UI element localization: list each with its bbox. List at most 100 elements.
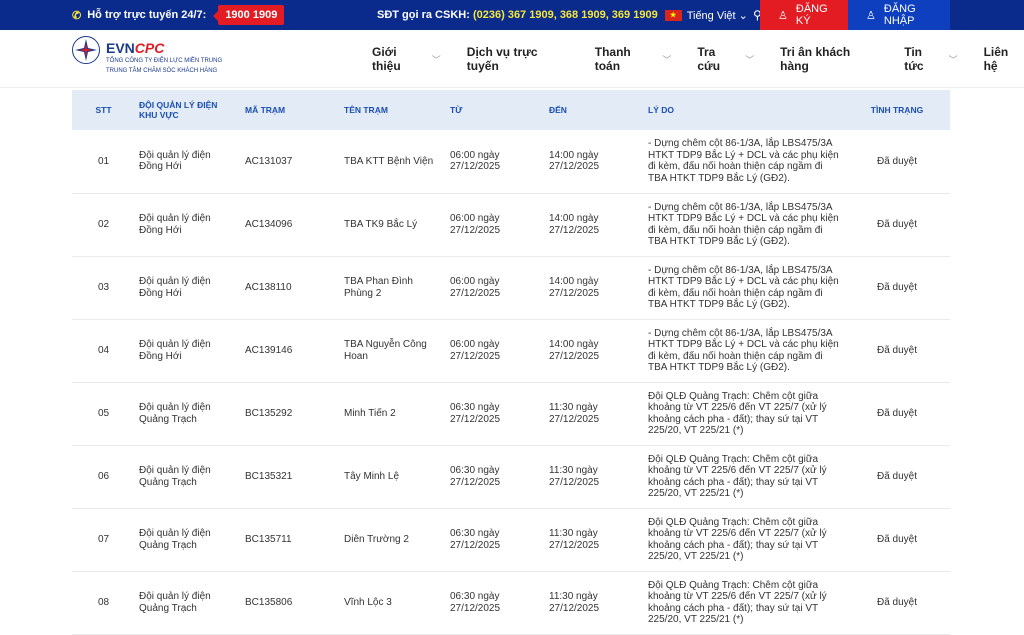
- cell-khu-vuc: Đội quản lý điện Đồng Hới: [135, 319, 241, 383]
- cell-tinh-trang: Đã duyệt: [844, 256, 950, 320]
- column-header: MÃ TRẠM: [245, 105, 286, 115]
- cell-tu: 06:30 ngày 27/12/2025: [446, 382, 545, 446]
- cell-ma-tram: AC139146: [241, 319, 340, 383]
- brand-name-accent: CPC: [134, 40, 165, 56]
- nav-dich-vu[interactable]: Dịch vụ trực tuyến: [466, 45, 538, 73]
- cell-ten-tram: Minh Tiến 2: [340, 382, 446, 446]
- cell-stt: 02: [72, 193, 135, 257]
- user-icon: ♙: [778, 9, 788, 22]
- cell-den: 11:30 ngày 27/12/2025: [545, 508, 644, 572]
- cell-ten-tram: TBA Nguyễn Công Hoan: [340, 319, 446, 383]
- cell-tinh-trang: Đã duyệt: [844, 508, 950, 572]
- table-row: 07 Đội quản lý điện Quảng Trạch BC135711 Di…: [72, 508, 950, 572]
- cell-ten-tram: TBA KTT Bệnh Viện: [340, 130, 446, 194]
- cell-ly-do: - Dựng chêm cột 86-1/3A, lắp LBS475/3A H…: [644, 319, 844, 383]
- brand-line2: TRUNG TÂM CHĂM SÓC KHÁCH HÀNG: [106, 68, 218, 74]
- cell-ten-tram: TBA Phan Đình Phùng 2: [340, 256, 446, 320]
- cell-den: 14:00 ngày 27/12/2025: [545, 256, 644, 320]
- cell-ly-do: Đội QLĐ Quảng Trạch: Chêm cột giữa khoản…: [644, 571, 844, 635]
- register-label: ĐĂNG KÝ: [795, 3, 828, 27]
- table-row: 05 Đội quản lý điện Quảng Trạch BC135292 Mi…: [72, 382, 950, 446]
- user-icon: ♙: [866, 9, 876, 22]
- register-button[interactable]: ♙ ĐĂNG KÝ: [760, 0, 848, 30]
- chevron-down-icon: ﹀: [745, 54, 755, 65]
- cell-stt: 03: [72, 256, 135, 320]
- cell-ly-do: - Dựng chêm cột 86-1/3A, lắp LBS475/3A H…: [644, 130, 844, 194]
- cell-khu-vuc: Đội quản lý điện Đồng Hới: [135, 193, 241, 257]
- cell-ma-tram: BC135711: [241, 508, 340, 572]
- cell-stt: 08: [72, 571, 135, 635]
- cell-ten-tram: Vĩnh Lộc 3: [340, 571, 446, 635]
- language-select[interactable]: Tiếng Việt ⌄: [687, 9, 748, 22]
- cell-tinh-trang: Đã duyệt: [844, 130, 950, 194]
- table-row: 08 Đội quản lý điện Quảng Trạch BC135806 Vĩ…: [72, 571, 950, 635]
- cell-khu-vuc: Đội quản lý điện Quảng Trạch: [135, 508, 241, 572]
- column-header: ĐỘI QUẢN LÝ ĐIỆN KHU VỰC: [139, 100, 218, 120]
- cell-khu-vuc: Đội quản lý điện Quảng Trạch: [135, 571, 241, 635]
- table-row: 01 Đội quản lý điện Đồng Hới AC131037 TBA K…: [72, 130, 950, 194]
- cell-ly-do: - Dựng chêm cột 86-1/3A, lắp LBS475/3A H…: [644, 256, 844, 320]
- cell-ma-tram: BC135292: [241, 382, 340, 446]
- main-header: EVNCPC TỔNG CÔNG TY ĐIỆN LỰC MIỀN TRUNG …: [0, 30, 1024, 88]
- evn-logo-icon: [72, 36, 100, 64]
- chevron-down-icon: ⌄: [738, 9, 748, 22]
- cell-den: 11:30 ngày 27/12/2025: [545, 445, 644, 509]
- column-header: LÝ DO: [648, 105, 674, 115]
- cskh-label: SĐT gọi ra CSKH:: [377, 9, 470, 21]
- cell-ly-do: Đội QLĐ Quảng Trạch: Chêm cột giữa khoản…: [644, 382, 844, 446]
- language-label: Tiếng Việt: [686, 9, 736, 22]
- cell-khu-vuc: Đội quản lý điện Quảng Trạch: [135, 445, 241, 509]
- support-label: Hỗ trợ trực tuyến 24/7:: [87, 9, 207, 21]
- cell-tu: 06:30 ngày 27/12/2025: [446, 445, 545, 509]
- cell-stt: 04: [72, 319, 135, 383]
- table-row: 06 Đội quản lý điện Quảng Trạch BC135321 Tâ…: [72, 445, 950, 509]
- phone-icon: ✆: [72, 9, 82, 22]
- search-icon[interactable]: ⚲: [753, 8, 762, 22]
- cell-tu: 06:30 ngày 27/12/2025: [446, 571, 545, 635]
- cell-stt: 06: [72, 445, 135, 509]
- column-header: TÊN TRẠM: [344, 105, 388, 115]
- outage-schedule-table: STT ĐỘI QUẢN LÝ ĐIỆN KHU VỰC MÃ TRẠM TÊN TR…: [72, 90, 950, 635]
- cell-tu: 06:00 ngày 27/12/2025: [446, 319, 545, 383]
- cell-tinh-trang: Đã duyệt: [844, 382, 950, 446]
- cell-khu-vuc: Đội quản lý điện Quảng Trạch: [135, 382, 241, 446]
- brand-name: EVN: [106, 40, 135, 56]
- cell-tu: 06:00 ngày 27/12/2025: [446, 256, 545, 320]
- cell-ma-tram: AC131037: [241, 130, 340, 194]
- hotline-badge[interactable]: 1900 1909: [213, 5, 285, 25]
- logo[interactable]: EVNCPC TỔNG CÔNG TY ĐIỆN LỰC MIỀN TRUNG …: [72, 36, 222, 76]
- nav-tri-an[interactable]: Tri ân khách hàng: [780, 45, 851, 73]
- cell-tu: 06:00 ngày 27/12/2025: [446, 130, 545, 194]
- brand-line1: TỔNG CÔNG TY ĐIỆN LỰC MIỀN TRUNG: [106, 58, 223, 64]
- cell-ma-tram: BC135321: [241, 445, 340, 509]
- cell-den: 11:30 ngày 27/12/2025: [545, 382, 644, 446]
- nav-tin-tuc[interactable]: Tin tức ﹀: [904, 45, 958, 73]
- cell-stt: 07: [72, 508, 135, 572]
- column-header: STT: [95, 105, 112, 115]
- nav-tra-cuu[interactable]: Tra cứu ﹀: [697, 45, 755, 73]
- cell-den: 14:00 ngày 27/12/2025: [545, 193, 644, 257]
- table-row: 03 Đội quản lý điện Đồng Hới AC138110 TBA P…: [72, 256, 950, 320]
- chevron-down-icon: ﹀: [431, 54, 441, 65]
- cell-stt: 01: [72, 130, 135, 194]
- cell-ten-tram: Diên Trường 2: [340, 508, 446, 572]
- cell-tinh-trang: Đã duyệt: [844, 571, 950, 635]
- cell-stt: 05: [72, 382, 135, 446]
- cell-khu-vuc: Đội quản lý điện Đồng Hới: [135, 256, 241, 320]
- nav-thanh-toan[interactable]: Thanh toán ﹀: [594, 45, 672, 73]
- cell-den: 14:00 ngày 27/12/2025: [545, 130, 644, 194]
- cell-ma-tram: BC135806: [241, 571, 340, 635]
- cell-tinh-trang: Đã duyệt: [844, 445, 950, 509]
- cell-tinh-trang: Đã duyệt: [844, 193, 950, 257]
- cell-tu: 06:00 ngày 27/12/2025: [446, 193, 545, 257]
- column-header: TÌNH TRẠNG: [870, 105, 924, 115]
- nav-gioi-thieu[interactable]: Giới thiệu ﹀: [372, 45, 441, 73]
- login-button[interactable]: ♙ ĐĂNG NHẬP: [848, 0, 950, 30]
- cell-den: 14:00 ngày 27/12/2025: [545, 319, 644, 383]
- cell-ma-tram: AC138110: [241, 256, 340, 320]
- cell-khu-vuc: Đội quản lý điện Đồng Hới: [135, 130, 241, 194]
- cell-ten-tram: Tây Minh Lệ: [340, 445, 446, 509]
- cell-ma-tram: AC134096: [241, 193, 340, 257]
- chevron-down-icon: ﹀: [662, 54, 672, 65]
- nav-lien-he[interactable]: Liên hệ: [983, 45, 1009, 73]
